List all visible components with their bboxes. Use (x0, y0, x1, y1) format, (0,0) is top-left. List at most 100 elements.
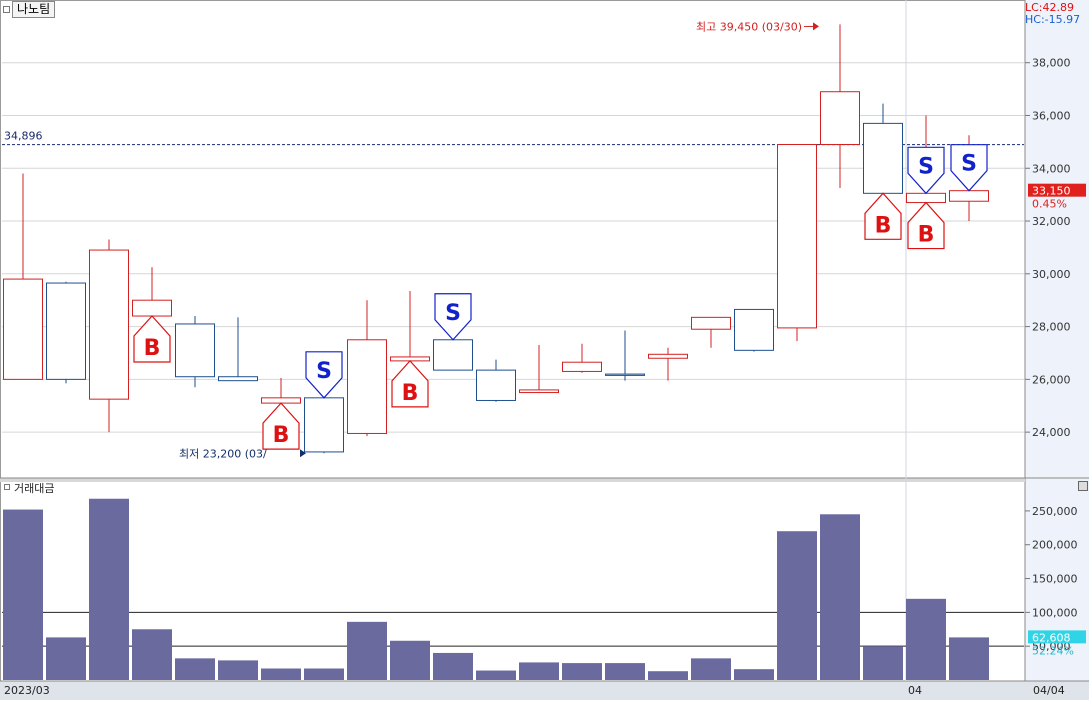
volume-bar (906, 598, 946, 680)
buy-signal-marker (262, 402, 300, 450)
min-annotation-arrow-head (300, 449, 306, 458)
volume-bar (863, 646, 903, 680)
current-volume-change: 52.24% (1032, 644, 1074, 657)
volume-tick-label: 50,000 (1032, 640, 1071, 653)
volume-bar (175, 658, 215, 680)
volume-bar (777, 531, 817, 680)
current-volume-tag (1028, 630, 1086, 644)
candle-body (562, 361, 602, 372)
candle-body (519, 389, 559, 394)
candle-body (132, 299, 172, 317)
volume-bar (304, 668, 344, 680)
candle-body (218, 376, 258, 382)
volume-bar (691, 658, 731, 680)
candle-body (949, 190, 989, 202)
candle-body (46, 282, 86, 380)
x-axis-background (0, 681, 1089, 700)
volume-bar (949, 637, 989, 680)
volume-bar (46, 637, 86, 680)
candle-body (863, 122, 903, 194)
menu-square-icon[interactable] (3, 6, 10, 13)
current-price-change: 0.45% (1032, 198, 1067, 211)
lc-indicator: LC:42.89 (1025, 1, 1075, 14)
sell-signal-letter: S (961, 152, 977, 177)
buy-signal-marker (864, 192, 902, 240)
sell-signal-marker (907, 146, 945, 195)
volume-bar (605, 663, 645, 680)
price-tick-label: 26,000 (1032, 373, 1071, 386)
max-price-annotation: 최고 39,450 (03/30) (696, 20, 802, 33)
volume-panel-title: 거래대금 (14, 482, 55, 495)
buy-signal-letter: B (273, 423, 290, 448)
price-tick-label: 36,000 (1032, 109, 1071, 122)
volume-tick-label: 200,000 (1032, 539, 1078, 552)
volume-bar (734, 669, 774, 680)
candle-body (89, 249, 129, 400)
current-volume-value: 62,608 (1032, 631, 1071, 644)
buy-signal-letter: B (875, 213, 892, 238)
candle-body (476, 369, 516, 401)
chart-labels: 24,000 26,000 28,000 30,000 32,000 34,000 36,0… (4, 20, 1086, 657)
buy-signal-letter: B (144, 336, 161, 361)
sell-signal-marker (434, 293, 472, 341)
volume-bar (132, 629, 172, 680)
volume-tick-label: 100,000 (1032, 606, 1078, 619)
volume-bar (433, 652, 473, 680)
sell-signal-marker (305, 351, 343, 399)
current-price-tag (1028, 183, 1086, 197)
candle-body (820, 91, 860, 145)
candle-body (3, 278, 43, 380)
sell-signal-letter: S (918, 154, 934, 179)
price-tick-label: 34,000 (1032, 162, 1071, 175)
x-axis-start-label: 2023/03 (4, 684, 50, 697)
candle-body (347, 339, 387, 434)
volume-bar (562, 663, 602, 680)
sell-signal-letter: S (316, 359, 332, 384)
candle-body (304, 397, 344, 453)
candle-body (906, 192, 946, 204)
panel-separator (0, 478, 1025, 482)
sell-signal-letter: S (445, 301, 461, 326)
price-tick-label: 38,000 (1032, 57, 1071, 70)
sell-signal-marker (950, 144, 988, 192)
candle-body (777, 144, 817, 329)
volume-bar (89, 498, 129, 680)
min-price-annotation: 최저 23,200 (03/ (179, 447, 267, 460)
price-tick-label: 32,000 (1032, 215, 1071, 228)
y-axis-background (1025, 0, 1089, 700)
volume-bar (347, 621, 387, 680)
price-tick-label: 28,000 (1032, 321, 1071, 334)
volume-bar (476, 670, 516, 680)
volume-bar (3, 509, 43, 680)
panel-close-icon[interactable] (1078, 481, 1088, 491)
volume-tick-label: 250,000 (1032, 505, 1078, 518)
buy-signal-marker (391, 359, 429, 408)
volume-bar (390, 640, 430, 680)
volume-bar (519, 662, 559, 680)
price-tick-label: 24,000 (1032, 426, 1071, 439)
volume-menu-square-icon[interactable] (4, 484, 10, 490)
x-axis-mid-label: 04 (908, 684, 922, 697)
stock-name-label[interactable]: 나노팀 (12, 1, 56, 18)
x-axis-end-label: 04/04 (1033, 684, 1065, 697)
candle-body (175, 323, 215, 378)
price-tick-label: 30,000 (1032, 268, 1071, 281)
trade-signals: B B S B S B S B S (133, 144, 988, 450)
buy-signal-marker (133, 315, 171, 363)
reference-price-label: 34,896 (4, 130, 43, 143)
candle-body (734, 308, 774, 351)
candle-body (648, 353, 688, 359)
volume-bar (218, 660, 258, 680)
buy-signal-marker (907, 201, 945, 250)
candle-body (433, 339, 473, 371)
volume-bar (261, 668, 301, 680)
candle-body (691, 316, 731, 330)
buy-signal-letter: B (402, 381, 419, 406)
volume-bar (648, 671, 688, 680)
volume-bar (820, 514, 860, 680)
max-annotation-arrow-head (813, 22, 819, 31)
volume-bars (3, 498, 989, 680)
